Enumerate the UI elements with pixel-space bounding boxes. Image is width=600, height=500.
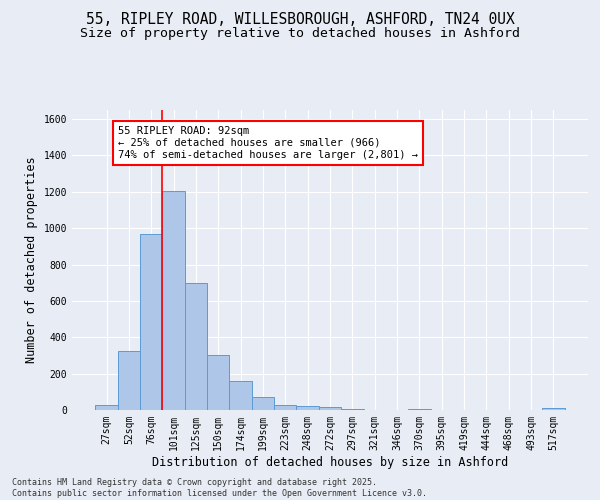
Bar	[163, 191, 185, 410]
Bar	[229, 381, 252, 410]
Text: 55, RIPLEY ROAD, WILLESBOROUGH, ASHFORD, TN24 0UX: 55, RIPLEY ROAD, WILLESBOROUGH, ASHFORD,…	[86, 12, 514, 28]
Bar	[274, 404, 296, 410]
Bar	[140, 234, 163, 410]
X-axis label: Distribution of detached houses by size in Ashford: Distribution of detached houses by size …	[152, 456, 508, 468]
Bar	[341, 409, 364, 410]
Bar	[95, 406, 118, 410]
Text: Contains HM Land Registry data © Crown copyright and database right 2025.
Contai: Contains HM Land Registry data © Crown c…	[12, 478, 427, 498]
Bar	[207, 354, 229, 410]
Text: Size of property relative to detached houses in Ashford: Size of property relative to detached ho…	[80, 28, 520, 40]
Text: 55 RIPLEY ROAD: 92sqm
← 25% of detached houses are smaller (966)
74% of semi-det: 55 RIPLEY ROAD: 92sqm ← 25% of detached …	[118, 126, 418, 160]
Bar	[319, 408, 341, 410]
Bar	[542, 408, 565, 410]
Bar	[408, 409, 431, 410]
Bar	[296, 406, 319, 410]
Bar	[252, 398, 274, 410]
Bar	[185, 282, 207, 410]
Bar	[118, 351, 140, 410]
Y-axis label: Number of detached properties: Number of detached properties	[25, 156, 38, 364]
